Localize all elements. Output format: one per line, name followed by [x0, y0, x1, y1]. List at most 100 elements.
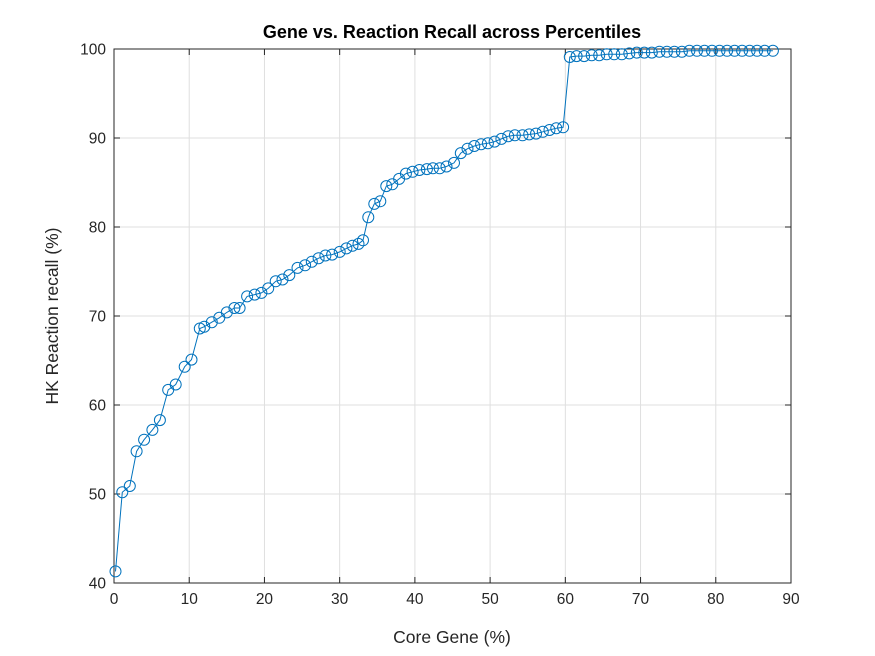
- data-point: [426, 162, 439, 175]
- data-point: [169, 378, 182, 391]
- data-point: [440, 160, 453, 173]
- data-point: [557, 121, 570, 134]
- data-point: [585, 49, 598, 62]
- data-point: [374, 195, 387, 208]
- data-point: [269, 275, 282, 288]
- data-point: [536, 125, 549, 138]
- y-tick-label: 50: [89, 487, 107, 504]
- data-point: [758, 44, 771, 57]
- data-point: [448, 156, 460, 169]
- data-point: [333, 245, 346, 258]
- x-tick-label: 0: [110, 591, 119, 608]
- data-point: [600, 48, 613, 61]
- data-point: [550, 122, 563, 135]
- y-tick-label: 40: [89, 576, 107, 593]
- y-axis-title: HK Reaction recall (%): [42, 228, 62, 405]
- data-point: [326, 248, 339, 261]
- data-point: [291, 261, 304, 274]
- data-point: [645, 46, 658, 59]
- y-tick-label: 60: [89, 398, 107, 415]
- data-point: [593, 49, 606, 62]
- x-tick-label: 60: [557, 591, 575, 608]
- x-axis-title: Core Gene (%): [393, 627, 511, 647]
- data-point: [319, 249, 332, 262]
- data-point: [153, 414, 166, 427]
- y-axis-tick-labels: 40 50 60 70 80 90 100: [80, 42, 106, 593]
- data-point: [198, 320, 211, 333]
- x-tick-label: 90: [782, 591, 800, 608]
- data-point: [312, 252, 325, 265]
- data-point: [751, 44, 764, 57]
- y-tick-label: 100: [80, 42, 106, 59]
- data-point: [675, 45, 688, 58]
- data-point: [368, 197, 381, 210]
- data-point: [461, 142, 474, 155]
- data-point: [123, 480, 136, 492]
- data-point: [530, 127, 542, 140]
- data-point: [420, 163, 433, 176]
- data-point: [691, 44, 703, 57]
- data-point: [495, 132, 508, 145]
- axis-ticks: [113, 48, 792, 584]
- data-point: [380, 180, 393, 193]
- data-point: [570, 50, 583, 63]
- data-point: [608, 48, 621, 61]
- data-point: [283, 269, 296, 282]
- data-point: [241, 290, 254, 303]
- data-point: [736, 44, 749, 57]
- y-tick-label: 80: [89, 220, 107, 237]
- data-point: [362, 211, 375, 224]
- data-point: [399, 167, 412, 180]
- data-point: [578, 50, 591, 63]
- data-point: [683, 44, 696, 57]
- data-point: [660, 45, 673, 58]
- data-point: [543, 124, 556, 136]
- data-point: [116, 486, 129, 499]
- data-point: [178, 360, 191, 373]
- data-point: [468, 140, 481, 152]
- chart-title: Gene vs. Reaction Recall across Percenti…: [263, 22, 641, 42]
- data-point: [668, 45, 681, 58]
- x-tick-label: 20: [256, 591, 274, 608]
- x-tick-label: 40: [406, 591, 424, 608]
- data-point: [502, 130, 515, 143]
- data-point: [299, 259, 312, 272]
- data-point: [488, 135, 501, 148]
- data-point: [255, 286, 268, 299]
- data-point: [346, 239, 359, 252]
- data-point: [516, 129, 529, 142]
- data-point: [185, 353, 198, 366]
- data-point: [615, 48, 628, 61]
- data-point: [713, 44, 726, 57]
- data-point: [220, 306, 233, 319]
- x-tick-label: 50: [481, 591, 499, 608]
- data-point: [340, 242, 353, 255]
- data-point: [248, 288, 261, 301]
- data-point: [728, 44, 741, 57]
- series-line: [115, 50, 773, 572]
- x-tick-label: 10: [181, 591, 199, 608]
- data-point: [721, 44, 734, 57]
- data-point: [352, 237, 365, 250]
- data-point: [508, 129, 521, 142]
- x-tick-label: 70: [632, 591, 650, 608]
- series-markers: [109, 44, 779, 578]
- data-point: [262, 282, 275, 295]
- data-point: [454, 147, 467, 160]
- data-point: [623, 47, 636, 60]
- data-point: [205, 316, 218, 329]
- data-point: [233, 302, 246, 314]
- data-point: [146, 423, 159, 436]
- data-point: [276, 273, 289, 286]
- data-point: [357, 234, 369, 247]
- data-point: [523, 128, 536, 141]
- data-point: [475, 138, 488, 151]
- y-tick-label: 90: [89, 131, 107, 148]
- data-point: [630, 46, 643, 59]
- data-point: [698, 44, 711, 57]
- data-point: [109, 565, 122, 578]
- data-point: [638, 46, 651, 59]
- data-point: [563, 51, 576, 63]
